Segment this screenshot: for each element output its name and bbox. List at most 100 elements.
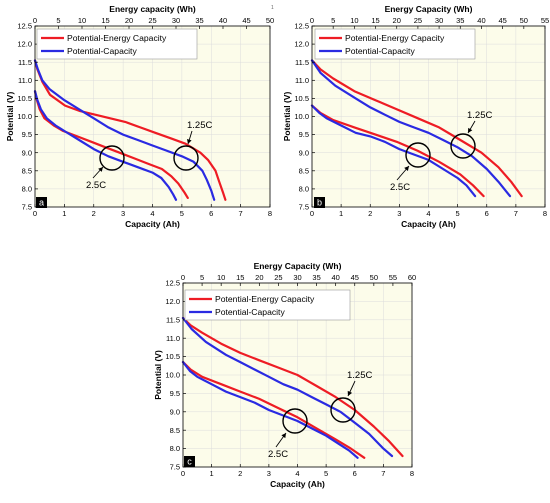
x-tick-label: 5 bbox=[180, 209, 184, 218]
panel-label-a: a bbox=[39, 198, 44, 208]
x-tick-label: 0 bbox=[181, 469, 185, 478]
arrow-2_5c bbox=[275, 432, 287, 448]
series-line-capacity-1_25C bbox=[181, 316, 394, 458]
y-tick-label: 9.0 bbox=[22, 148, 32, 157]
x2-tick-label: 15 bbox=[236, 273, 244, 282]
y-tick-label: 11.0 bbox=[295, 76, 309, 85]
x2-tick-label: 20 bbox=[393, 16, 401, 25]
arrow-2_5c bbox=[92, 166, 104, 179]
y-tick-label: 11.0 bbox=[18, 76, 32, 85]
panel-label-c: c bbox=[187, 457, 192, 467]
top-axis-title: Energy Capacity (Wh) bbox=[254, 261, 342, 271]
legend-label-red: Potential-Energy Capacity bbox=[67, 33, 167, 43]
arrow-head bbox=[404, 166, 409, 171]
x2-tick-label: 50 bbox=[266, 16, 274, 25]
rate-circle-1_25c bbox=[173, 145, 199, 171]
legend: Potential-Energy Capacity Potential-Capac… bbox=[36, 28, 198, 60]
arrow-head bbox=[281, 433, 286, 439]
x-tick-label: 2 bbox=[92, 209, 96, 218]
x-tick-label: 6 bbox=[485, 209, 489, 218]
legend-label-blue: Potential-Capacity bbox=[345, 46, 415, 56]
y-tick-label: 9.0 bbox=[299, 148, 309, 157]
arrow-2_5c bbox=[396, 165, 410, 181]
x-tick-label: 0 bbox=[310, 209, 314, 218]
x2-tick-label: 35 bbox=[312, 273, 320, 282]
x2-tick-label: 30 bbox=[172, 16, 180, 25]
x2-tick-label: 40 bbox=[331, 273, 339, 282]
panel-label-b: b bbox=[317, 198, 322, 208]
y-tick-label: 11.0 bbox=[166, 334, 180, 343]
x2-tick-label: 35 bbox=[195, 16, 203, 25]
x2-tick-label: 25 bbox=[414, 16, 422, 25]
x-tick-label: 8 bbox=[268, 209, 272, 218]
x-tick-label: 3 bbox=[121, 209, 125, 218]
rate-circle-2_5c bbox=[282, 408, 308, 434]
y-tick-label: 8.5 bbox=[299, 166, 309, 175]
legend-label-red: Potential-Energy Capacity bbox=[215, 294, 315, 304]
x2-tick-label: 10 bbox=[78, 16, 86, 25]
series-line-energy-2_5C bbox=[181, 361, 366, 459]
bottom-axis-title: Capacity (Ah) bbox=[401, 219, 456, 229]
annotation-1_25c: 1.25C bbox=[467, 110, 492, 121]
left-axis-title: Potential (V) bbox=[153, 350, 163, 400]
y-tick-label: 9.5 bbox=[22, 130, 32, 139]
y-tick-label: 10.5 bbox=[17, 94, 32, 103]
legend-label-blue: Potential-Capacity bbox=[67, 46, 137, 56]
arrow-head bbox=[347, 390, 353, 396]
x-tick-label: 4 bbox=[295, 469, 299, 478]
series-line-energy-1_25C bbox=[33, 59, 227, 201]
x2-tick-label: 60 bbox=[408, 273, 416, 282]
x2-tick-label: 10 bbox=[217, 273, 225, 282]
legend-box bbox=[184, 289, 351, 321]
series-line-capacity-1_25C bbox=[310, 59, 512, 198]
x-tick-label: 6 bbox=[353, 469, 357, 478]
y-tick-label: 8.0 bbox=[22, 185, 32, 194]
x-tick-label: 0 bbox=[33, 209, 37, 218]
arrow-1_25c bbox=[467, 120, 476, 134]
arrow-1_25c bbox=[347, 380, 356, 397]
y-tick-label: 12.5 bbox=[294, 22, 309, 31]
corner-mark: 1 bbox=[271, 5, 274, 11]
y-tick-label: 12.0 bbox=[294, 40, 309, 49]
y-tick-label: 11.5 bbox=[166, 315, 180, 324]
annotation-1_25c: 1.25C bbox=[187, 120, 212, 131]
x2-tick-label: 35 bbox=[456, 16, 464, 25]
x2-tick-label: 50 bbox=[370, 273, 378, 282]
x-tick-label: 6 bbox=[209, 209, 213, 218]
x2-tick-label: 50 bbox=[520, 16, 528, 25]
x-tick-label: 4 bbox=[150, 209, 154, 218]
series-line-capacity-2_5C bbox=[310, 104, 477, 198]
panel-label-box bbox=[184, 456, 195, 467]
series-line-capacity-2_5C bbox=[181, 361, 359, 459]
legend-label-blue: Potential-Capacity bbox=[215, 307, 285, 317]
x2-tick-label: 15 bbox=[101, 16, 109, 25]
y-tick-label: 9.5 bbox=[170, 389, 180, 398]
annotation-1_25c: 1.25C bbox=[347, 370, 372, 381]
x2-tick-label: 10 bbox=[350, 16, 358, 25]
y-tick-label: 8.5 bbox=[22, 166, 32, 175]
series-line-energy-2_5C bbox=[310, 104, 485, 198]
y-tick-label: 7.5 bbox=[22, 203, 32, 212]
x-tick-label: 2 bbox=[368, 209, 372, 218]
legend-label-red: Potential-Energy Capacity bbox=[345, 33, 445, 43]
x2-tick-label: 40 bbox=[477, 16, 485, 25]
y-tick-label: 12.5 bbox=[165, 279, 180, 288]
legend-box bbox=[314, 28, 476, 60]
left-axis-title: Potential (V) bbox=[282, 92, 292, 142]
legend-box bbox=[36, 28, 198, 60]
x2-tick-label: 25 bbox=[148, 16, 156, 25]
y-tick-label: 8.0 bbox=[170, 444, 180, 453]
y-tick-label: 7.5 bbox=[170, 463, 180, 472]
bottom-axis-title: Capacity (Ah) bbox=[125, 219, 180, 229]
panel-label-box bbox=[314, 197, 325, 208]
x-tick-label: 1 bbox=[339, 209, 343, 218]
panel-a: 0 1 2 3 4 5 6 7 80 5 10 15 20 25 30 35 40 45 507.58.08.59.… bbox=[5, 4, 274, 229]
x-tick-label: 8 bbox=[543, 209, 547, 218]
x2-tick-label: 5 bbox=[56, 16, 60, 25]
x-tick-label: 4 bbox=[426, 209, 430, 218]
y-tick-label: 9.0 bbox=[170, 407, 180, 416]
x2-tick-label: 0 bbox=[181, 273, 185, 282]
y-tick-label: 12.0 bbox=[17, 40, 32, 49]
x-tick-label: 8 bbox=[410, 469, 414, 478]
annotation-2_5c: 2.5C bbox=[268, 449, 288, 460]
